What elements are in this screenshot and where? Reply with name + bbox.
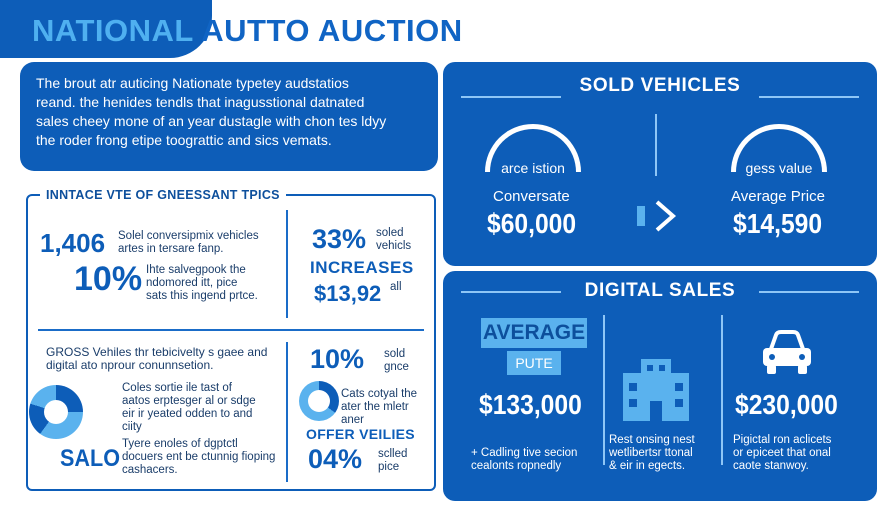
digital-desc-line: or epiceet that onal	[733, 447, 831, 459]
metric-label: Average Price	[731, 188, 825, 205]
title-part2: AUTTO AUCTION	[201, 13, 463, 48]
stat-value: 1,406	[40, 228, 106, 258]
stat-desc-line: vehicls	[376, 240, 412, 252]
salo-desc-line: docuers ent be ctunnig fioping	[122, 451, 276, 463]
topics-panel-title: INNTACE VTE OF GNEESSANT TPICS	[40, 188, 286, 202]
digital-desc-line: Pigictal ron aclicets	[733, 434, 832, 446]
pute-badge: PUTE	[507, 351, 561, 375]
stat-desc: Solel conversipmix vehicles artes in ter…	[118, 230, 259, 256]
stat-desc: Ihte salvegpook the ndomored itt, pice s…	[146, 264, 258, 303]
digital-desc: Rest onsing nest wetlibertsr ttonal & ei…	[609, 434, 695, 473]
donut-text-line: Cats cotyal the	[341, 388, 418, 400]
digital-desc-line: cealonts ropnedly	[471, 460, 562, 472]
digital-desc-line: & eir in egects.	[609, 460, 686, 472]
stat-price: $13,92	[314, 281, 382, 306]
gross-title-line: GROSS Vehiles thr tebicivelty s gaee and	[46, 345, 268, 359]
intro-box: The brout atr auticing Nationate typetey…	[20, 62, 438, 171]
metric-price: $14,590	[733, 208, 823, 239]
title-rule	[461, 291, 561, 293]
digital-desc-line: caote stanwoy.	[733, 460, 809, 472]
page-title: NATIONAL AUTTO AUCTION	[32, 13, 463, 49]
divider	[286, 342, 288, 482]
sold-vehicles-title: SOLD VEHICLES	[579, 75, 741, 96]
digital-desc-line: + Cadling tive secion	[471, 447, 578, 459]
donut-text-line: ciity	[122, 421, 142, 433]
stat-desc: sold gnce	[384, 348, 409, 374]
donut-chart-icon	[299, 381, 339, 421]
divider	[286, 210, 288, 318]
metric-price: $60,000	[487, 208, 577, 239]
stat-value: 10%	[310, 344, 365, 374]
gross-title-line: digital ato nprour conunnsetion.	[46, 358, 214, 372]
intro-line: reand. the henides tendls that inagussti…	[36, 94, 365, 110]
increases-label: INCREASES	[310, 258, 414, 277]
stat-desc-line: sold	[384, 348, 406, 360]
divider	[655, 114, 657, 176]
intro-line: sales cheey mone of an year dustagle wit…	[36, 113, 387, 129]
offer-desc-line: sclled	[378, 448, 408, 460]
title-tab-background	[0, 0, 212, 58]
gauge-label: arce istion	[501, 160, 565, 176]
digital-desc-line: wetlibertsr ttonal	[609, 447, 693, 459]
stat-desc-line: sats this ingend prtce.	[146, 290, 258, 302]
donut-text-line: aner	[341, 414, 365, 426]
stat-desc: soled vehicls	[376, 227, 411, 253]
stat-value: 10%	[74, 260, 143, 298]
arrow-right-icon	[637, 200, 677, 232]
offer-label: OFFER VEILIES	[306, 426, 415, 442]
title-rule	[461, 96, 561, 98]
offer-desc: sclled pice	[378, 448, 407, 474]
salo-desc-line: Tyere enoles of dgptctl	[122, 438, 238, 450]
digital-sales-title: DIGITAL SALES	[584, 280, 736, 301]
topics-panel: INNTACE VTE OF GNEESSANT TPICS	[26, 188, 436, 491]
stat-value: 33%	[312, 224, 367, 254]
intro-line: the roder frong etipe toograttic and sic…	[36, 132, 332, 148]
title-part1: NATIONAL	[32, 13, 194, 48]
metric-label: Conversate	[493, 188, 570, 205]
stat-desc-line: ndomored itt, pice	[146, 277, 238, 289]
gross-title: GROSS Vehiles thr tebicivelty s gaee and…	[46, 346, 267, 372]
stat-desc-line: gnce	[384, 361, 409, 373]
donut-text-line: Coles sortie ile tast of	[122, 382, 232, 394]
donut-text-line: aatos erptesger al or sdge	[122, 395, 256, 407]
divider	[38, 329, 424, 331]
sold-vehicles-panel: SOLD VEHICLES arce istion Conversate $60…	[443, 62, 877, 266]
donut-text: Cats cotyal the ater the mletr aner	[341, 388, 417, 427]
digital-desc-line: Rest onsing nest	[609, 434, 695, 446]
offer-desc-line: pice	[378, 461, 400, 473]
stat-desc-line: soled	[376, 227, 404, 239]
salo-desc: Tyere enoles of dgptctl docuers ent be c…	[122, 438, 275, 477]
stat-desc-line: Ihte salvegpook the	[146, 264, 246, 276]
offer-value: 04%	[308, 444, 363, 474]
average-badge: AVERAGE	[481, 318, 587, 348]
gauge-label: gess value	[745, 160, 813, 176]
intro-line: The brout atr auticing Nationate typetey…	[36, 75, 349, 91]
title-rule	[759, 291, 859, 293]
digital-price: $133,000	[479, 389, 582, 420]
stat-price-suffix: all	[390, 281, 402, 293]
building-icon	[623, 359, 689, 421]
digital-sales-panel: DIGITAL SALES AVERAGE PUTE $133,000 + Ca…	[443, 271, 877, 501]
salo-desc-line: cashacers.	[122, 464, 178, 476]
digital-desc: + Cadling tive secion cealonts ropnedly	[471, 447, 577, 473]
salo-label: SALO	[60, 445, 121, 472]
divider	[603, 315, 605, 465]
stat-desc-line: artes in tersare fanp.	[118, 243, 224, 255]
digital-desc: Pigictal ron aclicets or epiceet that on…	[733, 434, 831, 473]
donut-chart-icon	[29, 385, 83, 439]
digital-price: $230,000	[735, 389, 838, 420]
car-icon	[763, 330, 811, 374]
divider	[721, 315, 723, 465]
donut-text: Coles sortie ile tast of aatos erptesger…	[122, 382, 256, 434]
donut-text-line: eir ir yeated odden to and	[122, 408, 253, 420]
stat-desc-line: Solel conversipmix vehicles	[118, 230, 259, 242]
title-rule	[759, 96, 859, 98]
donut-text-line: ater the mletr	[341, 401, 409, 413]
